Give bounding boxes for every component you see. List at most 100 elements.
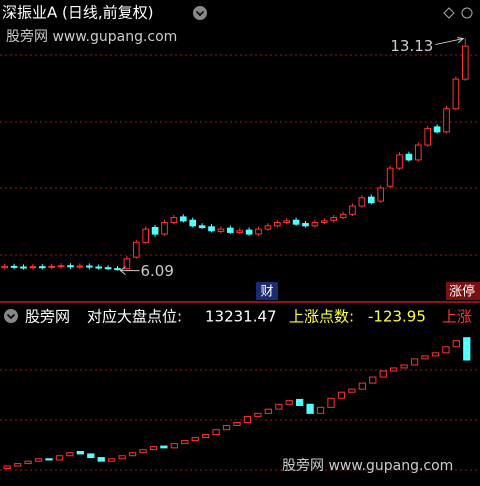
candle-body [45,458,53,461]
candle-body [142,228,150,243]
candle-body [95,266,103,269]
candle-body [424,128,432,146]
candle-body [296,398,304,406]
candle-body [264,225,272,230]
badge[interactable] [256,282,278,300]
candle-body [55,455,64,461]
candle-body [433,126,441,133]
candle-body [273,222,281,227]
candle-body [14,463,22,467]
candle-body [1,265,9,269]
candle-body [358,197,366,207]
candle-body [217,228,225,232]
candle-body [48,265,56,268]
diamond-icon[interactable] [443,7,455,19]
candle-body [85,265,93,268]
candle-body [67,265,74,268]
candle-body [386,167,394,187]
candle-body [198,225,206,228]
candle-body [212,429,220,436]
annotation-arrow [119,266,140,276]
candle-body [390,367,398,372]
badge-label[interactable]: 财 [260,285,273,300]
candle-body [414,144,422,161]
candle-body [191,437,199,442]
candle-body [348,388,356,393]
candle-body [254,412,262,417]
candle-body [179,216,187,222]
candle-body [396,154,403,169]
candle-body [358,382,366,390]
candle-body [320,220,328,224]
candle-body [349,205,356,215]
candle-body [114,268,121,271]
candle-body [410,358,419,366]
indicator-value: 13231.47 [205,308,277,326]
candle-body [97,457,105,462]
candle-body [160,445,168,449]
candle-body [405,153,413,161]
candle-body [20,266,27,269]
candle-body [170,443,178,449]
candle-body [34,458,43,462]
candle-body [339,213,347,219]
candle-body [463,337,471,361]
candle-body [139,449,147,454]
annotation-arrow [435,37,465,46]
candle-body [452,78,460,110]
candle-body [255,228,262,235]
candle-body [189,219,197,227]
candle-body [421,355,429,360]
candle-body [233,421,241,426]
dropdown-icon[interactable] [193,6,207,20]
candle-body [226,227,234,233]
candle-body [236,230,244,233]
indicator-name: 股旁网 [25,308,70,326]
circle-icon[interactable] [461,7,473,19]
candle-body [151,226,159,235]
candle-body [57,265,65,268]
candle-body [118,455,126,460]
indicator-label: 对应大盘点位: [87,308,182,326]
candle-body [132,241,140,258]
candle-body [369,376,377,384]
candle-body [76,451,84,455]
candle-body [367,196,375,204]
candle-body [292,219,300,225]
candle-body [149,446,158,451]
badge[interactable] [446,282,480,300]
candle-body [452,340,460,348]
candle-body [285,400,293,405]
watermark: 股旁网 www.gupang.com [6,28,177,45]
candle-body [302,223,309,227]
candle-body [283,220,291,224]
candle-body [208,226,215,232]
candle-body [170,217,178,224]
candle-body [29,266,37,269]
change-value: -123.95 [368,308,426,326]
candle-body [264,408,272,414]
low-annotation: 6.09 [141,262,174,280]
watermark: 股旁网 www.gupang.com [282,457,453,474]
candle-body [442,346,450,354]
candle-body [24,460,32,465]
candle-body [245,229,253,235]
candle-body [443,108,450,133]
candle-body [379,370,387,378]
dropdown-icon[interactable] [4,309,18,323]
candle-body [128,452,137,457]
change-label: 上涨点数: [289,308,354,326]
candle-body [87,453,95,459]
candle-body [66,452,74,457]
candle-body [10,265,18,268]
badge-label[interactable]: 涨停 [449,284,475,300]
candle-body [181,440,189,445]
candle-body [76,265,84,268]
chart-title: 深振业A (日线,前复权) [2,4,154,22]
candle-body [3,465,11,469]
candle-body [108,458,116,462]
high-annotation: 13.13 [390,37,433,55]
candle-body [461,45,469,80]
